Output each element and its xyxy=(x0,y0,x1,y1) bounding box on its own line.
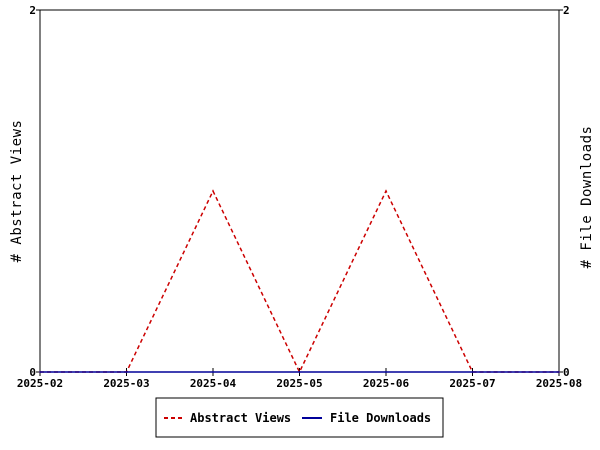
data-point-file-downloads xyxy=(298,371,301,373)
y-axis-right: 02 xyxy=(559,4,570,379)
legend: Abstract Views File Downloads xyxy=(155,397,444,438)
data-point-file-downloads xyxy=(39,371,41,373)
x-tick-label: 2025-02 xyxy=(17,377,63,390)
x-tick-label: 2025-04 xyxy=(190,377,237,390)
data-point-file-downloads xyxy=(558,371,560,373)
series-layer xyxy=(39,189,560,374)
legend-label-abstract-views: Abstract Views xyxy=(190,411,291,425)
y-tick-label: 0 xyxy=(29,366,36,379)
y-tick-label: 2 xyxy=(29,4,36,17)
data-point-file-downloads xyxy=(125,371,128,373)
x-tick-label: 2025-03 xyxy=(103,377,149,390)
data-point-file-downloads xyxy=(212,371,214,373)
legend-box xyxy=(155,397,444,438)
data-point-abstract-views xyxy=(212,190,214,192)
legend-label-file-downloads: File Downloads xyxy=(330,411,431,425)
x-axis: 2025-02 2025-03 2025-04 2025-05 2025-06 2025-… xyxy=(17,368,582,390)
x-tick-label: 2025-06 xyxy=(363,377,410,390)
data-point-abstract-views xyxy=(385,190,387,192)
x-tick-label: 2025-07 xyxy=(449,377,495,390)
y-axis-title: # Abstract Views xyxy=(9,120,25,263)
x-tick-label: 2025-05 xyxy=(276,377,322,390)
plot-frame xyxy=(39,9,560,373)
y2-axis-title: # File Downloads xyxy=(579,126,595,269)
data-point-file-downloads xyxy=(471,371,474,373)
y-axis-left: 02 xyxy=(29,4,40,379)
y2-tick-label: 0 xyxy=(563,366,570,379)
data-point-file-downloads xyxy=(385,371,387,373)
x-tick-label: 2025-08 xyxy=(536,377,582,390)
y2-tick-label: 2 xyxy=(563,4,570,17)
